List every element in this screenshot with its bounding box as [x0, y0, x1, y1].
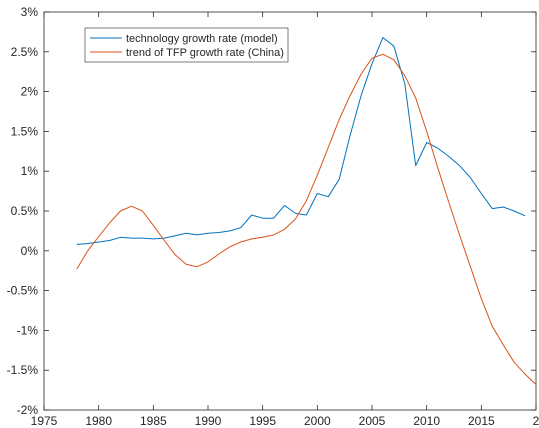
plot-area	[43, 11, 537, 411]
y-tick-label: 3%	[21, 5, 39, 19]
y-tick-label: 1%	[21, 164, 39, 178]
x-tick-label: 1980	[85, 414, 112, 428]
x-tick-label: 1990	[195, 414, 222, 428]
x-tick-label: 2005	[359, 414, 386, 428]
y-tick-label: -1%	[17, 323, 39, 337]
y-tick-label: 0%	[21, 244, 39, 258]
y-tick-labels: -2% -1.5% -1% -0.5% 0% 0.5% 1% 1.5% 2% 2.5% 3%	[7, 5, 39, 417]
x-tick-labels: 1975 1980 1985 1990 1995 2000 2005 2010 2015 2	[31, 414, 539, 428]
x-tick-label: 2010	[413, 414, 440, 428]
y-tick-label: 1.5%	[11, 124, 39, 138]
x-tick-label: 1975	[31, 414, 58, 428]
x-tick-label: 2000	[304, 414, 331, 428]
y-tick-label: -2%	[17, 403, 39, 417]
y-tick-label: 0.5%	[11, 204, 39, 218]
series-lines	[76, 37, 537, 385]
y-tick-label: 2%	[21, 85, 39, 99]
series-line-0	[76, 37, 526, 245]
legend-box	[84, 27, 289, 63]
y-tick-label: -0.5%	[7, 284, 39, 298]
y-tick-label: -1.5%	[7, 363, 39, 377]
legend: technology growth rate (model) trend of T…	[84, 27, 289, 63]
series-line-1	[76, 53, 537, 385]
y-tick-label: 2.5%	[11, 45, 39, 59]
x-tick-label: 1995	[249, 414, 276, 428]
x-tick-label: 1985	[140, 414, 167, 428]
legend-label-0: technology growth rate (model)	[126, 33, 278, 45]
x-tick-label: 2	[533, 414, 539, 428]
legend-label-1: trend of TFP growth rate (China)	[126, 47, 284, 59]
x-tick-label: 2015	[468, 414, 495, 428]
axis-ticks	[43, 11, 537, 411]
